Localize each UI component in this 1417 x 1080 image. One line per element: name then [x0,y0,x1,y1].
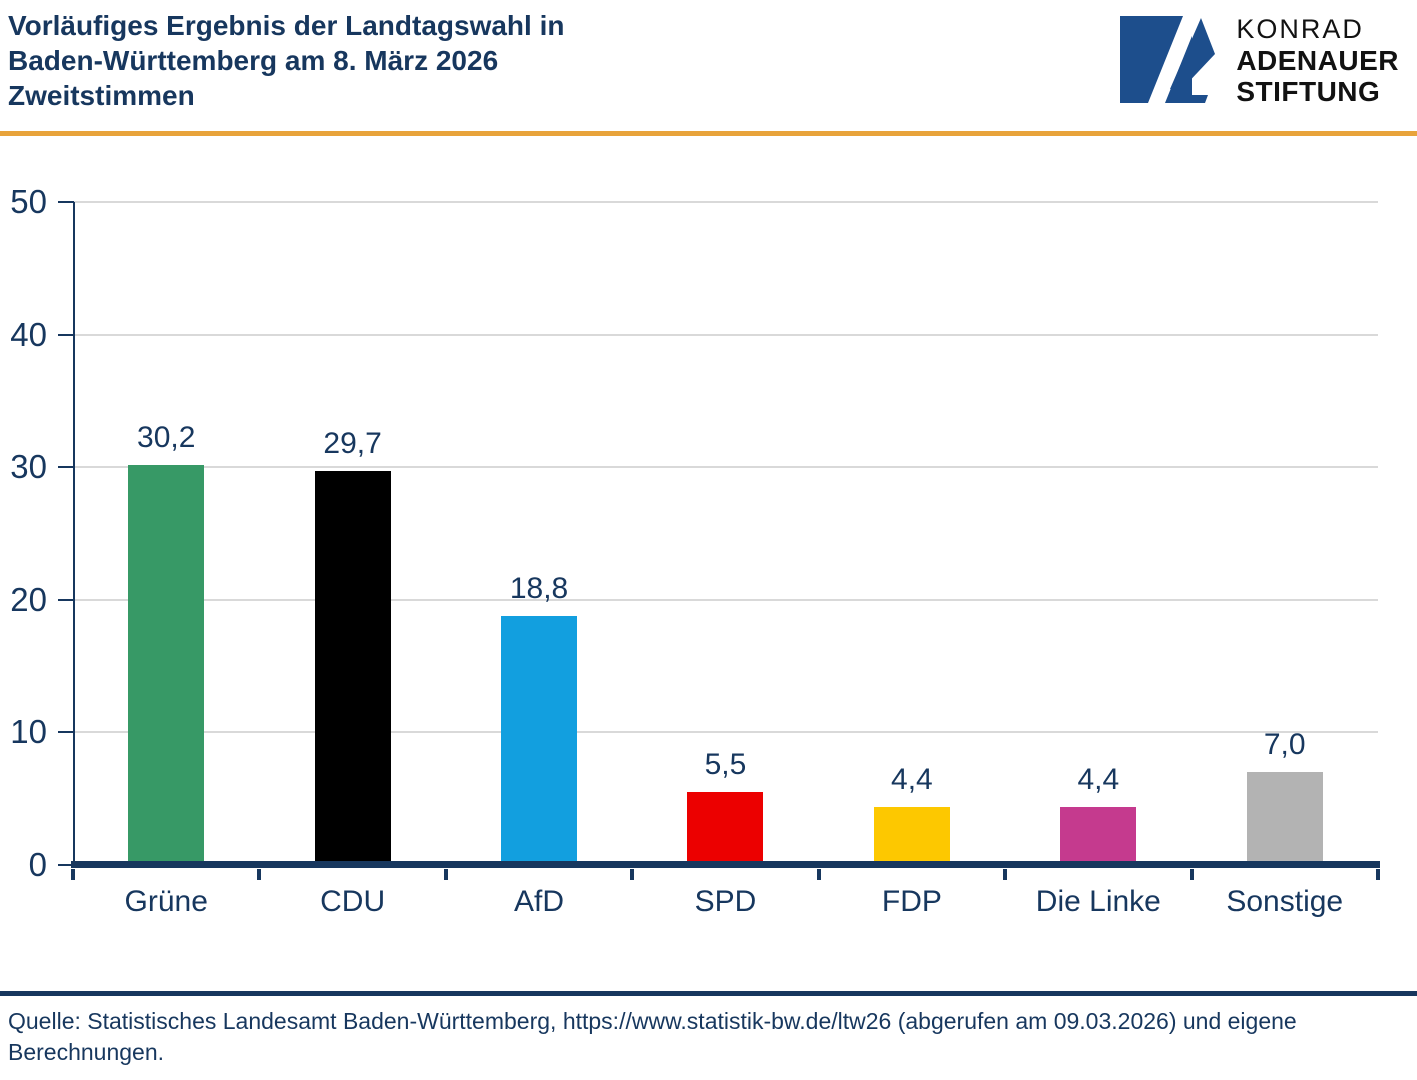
x-axis-label-AfD: AfD [514,885,565,918]
bar-value-label-SPD: 5,5 [704,748,747,782]
kas-logo: KONRAD ADENAUER STIFTUNG [1120,10,1399,107]
x-boundary-tick-0 [71,869,75,880]
bar-AfD [501,615,578,865]
y-tick-10 [58,731,74,734]
category-slot-Sonstige: 7,0 Sonstige [1192,202,1380,918]
bar-Sonstige [1246,772,1323,865]
x-axis-label-CDU: CDU [320,885,386,918]
category-slot-CDU: 29,7 CDU [259,202,448,918]
category-slot-SPD: 5,5 SPD [632,202,821,918]
x-axis-baseline [71,861,1380,868]
gridline-20 [73,598,1378,601]
page-title-line-3: Zweitstimmen [8,80,195,111]
gridline-40 [73,333,1378,336]
x-boundary-tick-5 [1003,869,1008,880]
page-title-line-1: Vorläufiges Ergebnis der Landtagswahl in [8,10,565,41]
bar-value-label-Grüne: 30,2 [137,420,196,454]
x-axis-label-Grüne: Grüne [124,885,208,918]
y-tick-40 [58,333,74,336]
y-axis-label-20: 20 [10,580,47,618]
kas-logo-line-1: KONRAD [1236,14,1364,44]
chart-slots: 30,2 Grüne 29,7 CDU 18,8 AfD 5,5 SPD 4,4 FDP 4,4 Di… [73,202,1380,918]
kas-logo-mark-icon [1120,16,1216,103]
bar-value-label-Die Linke: 4,4 [1077,762,1120,796]
x-boundary-tick-3 [630,869,635,880]
bar-SPD [687,792,764,865]
bar-Die Linke [1060,806,1137,865]
bar-CDU [314,471,391,865]
bar-value-label-FDP: 4,4 [891,762,933,796]
bar-FDP [873,806,950,865]
category-slot-FDP: 4,4 FDP [819,202,1008,918]
x-boundary-tick-1 [257,869,262,880]
x-boundary-tick-4 [816,869,821,880]
kas-logo-text: KONRAD ADENAUER STIFTUNG [1236,10,1399,107]
gridline-50 [73,201,1378,203]
gridline-10 [73,731,1378,734]
kas-logo-line-3: STIFTUNG [1236,76,1381,107]
y-axis-line [73,202,75,865]
source-note: Quelle: Statistisches Landesamt Baden-Wü… [8,1008,1297,1065]
page-title: Vorläufiges Ergebnis der Landtagswahl in… [8,8,564,113]
category-slot-AfD: 18,8 AfD [446,202,635,918]
y-axis-label-0: 0 [28,846,47,883]
y-axis-label-10: 10 [10,713,47,751]
y-tick-50 [58,201,74,203]
x-boundary-tick-7 [1375,869,1380,880]
bar-chart: 30,2 Grüne 29,7 CDU 18,8 AfD 5,5 SPD 4,4 FDP 4,4 Di… [10,183,1380,918]
gridline-30 [73,466,1378,469]
page-title-line-2: Baden-Württemberg am 8. März 2026 [8,45,499,76]
footer-divider [0,991,1417,996]
bar-Grüne [128,464,205,865]
bar-value-label-AfD: 18,8 [509,571,569,605]
category-slot-Die Linke: 4,4 Die Linke [1005,202,1194,918]
x-axis-label-Die Linke: Die Linke [1035,885,1161,918]
y-axis-label-50: 50 [10,183,47,220]
x-boundary-tick-6 [1189,869,1194,880]
kas-logo-line-2: ADENAUER [1236,45,1399,76]
bar-value-label-CDU: 29,7 [323,427,382,461]
y-axis-label-30: 30 [10,448,47,486]
x-axis-label-SPD: SPD [694,885,757,918]
header-divider [0,131,1417,136]
bar-value-label-Sonstige: 7,0 [1263,728,1306,762]
y-tick-30 [58,466,74,469]
x-boundary-tick-2 [443,869,448,880]
x-axis-label-FDP: FDP [881,885,942,918]
y-tick-20 [58,598,74,601]
y-tick-0 [58,864,74,866]
category-slot-Grüne: 30,2 Grüne [73,202,262,918]
x-axis-label-Sonstige: Sonstige [1226,885,1344,918]
y-axis-label-40: 40 [10,315,47,353]
